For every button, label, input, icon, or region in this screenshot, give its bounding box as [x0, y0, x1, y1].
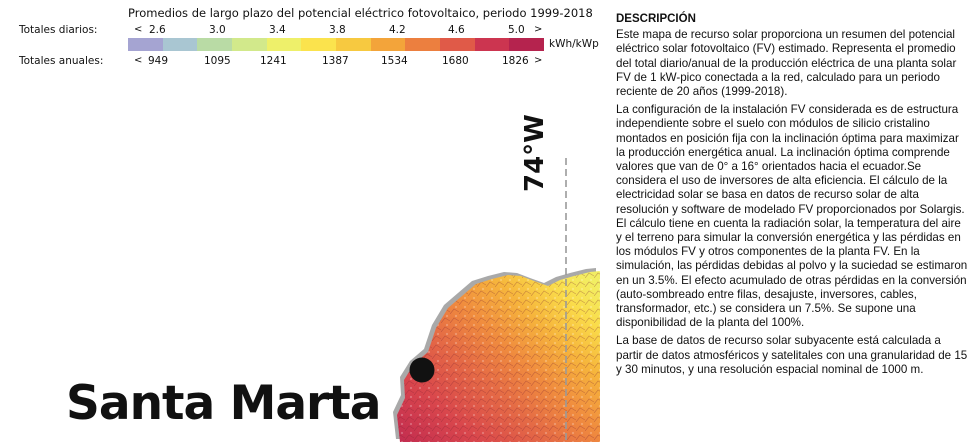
legend-color-swatch — [336, 38, 371, 51]
daily-tick-row: < 2.6 3.0 3.4 3.8 4.2 4.6 5.0 > — [130, 24, 542, 38]
description-panel: DESCRIPCIÓN Este mapa de recurso solar p… — [616, 12, 968, 381]
legend-color-swatch — [128, 38, 163, 51]
description-paragraph: La configuración de la instalación FV co… — [616, 103, 968, 330]
legend-color-swatch — [197, 38, 233, 51]
daily-greater-than-symbol: > — [534, 24, 543, 35]
daily-tick: 3.8 — [329, 24, 346, 36]
daily-tick: 4.6 — [448, 24, 465, 36]
legend-unit: kWh/kWp — [549, 38, 599, 50]
annual-tick: 1241 — [260, 55, 287, 67]
annual-less-than-symbol: < — [134, 55, 143, 66]
map-canvas — [393, 158, 600, 442]
legend-color-swatch — [162, 38, 198, 51]
legend-color-swatch — [474, 38, 510, 51]
description-title: DESCRIPCIÓN — [616, 13, 696, 25]
daily-less-than-symbol: < — [134, 24, 143, 35]
annual-tick: 1826 — [502, 55, 529, 67]
annual-tick-row: < 949 1095 1241 1387 1534 1680 1826 > — [130, 55, 542, 69]
legend-color-swatch — [440, 38, 475, 51]
annual-tick: 949 — [148, 55, 169, 67]
city-marker — [409, 357, 435, 383]
daily-tick: 4.2 — [389, 24, 406, 36]
annual-tick: 1680 — [442, 55, 469, 67]
legend-color-swatch — [509, 38, 545, 51]
daily-totals-label: Totales diarios: — [19, 24, 98, 36]
description-paragraph: Este mapa de recurso solar proporciona u… — [616, 28, 957, 99]
legend-color-swatch — [370, 38, 406, 51]
legend-color-swatch — [232, 38, 267, 51]
map-area: Santa Marta 74°W — [0, 80, 600, 442]
daily-tick: 5.0 — [508, 24, 525, 36]
description-paragraph: La base de datos de recurso solar subyac… — [616, 334, 968, 376]
legend-color-swatch — [301, 38, 337, 51]
legend-color-swatch — [405, 38, 441, 51]
legend-title: Promedios de largo plazo del potencial e… — [128, 6, 593, 20]
annual-greater-than-symbol: > — [534, 55, 543, 66]
annual-totals-label: Totales anuales: — [19, 55, 104, 67]
daily-tick: 3.0 — [209, 24, 226, 36]
longitude-label: 74°W — [520, 114, 550, 192]
terrain-relief — [397, 271, 600, 442]
annual-tick: 1534 — [381, 55, 408, 67]
annual-tick: 1095 — [204, 55, 231, 67]
legend-color-swatch — [266, 38, 302, 51]
city-name-label: Santa Marta — [66, 376, 381, 431]
daily-tick: 3.4 — [269, 24, 286, 36]
annual-tick: 1387 — [322, 55, 349, 67]
daily-tick: 2.6 — [149, 24, 166, 36]
legend-color-scale — [128, 38, 545, 51]
